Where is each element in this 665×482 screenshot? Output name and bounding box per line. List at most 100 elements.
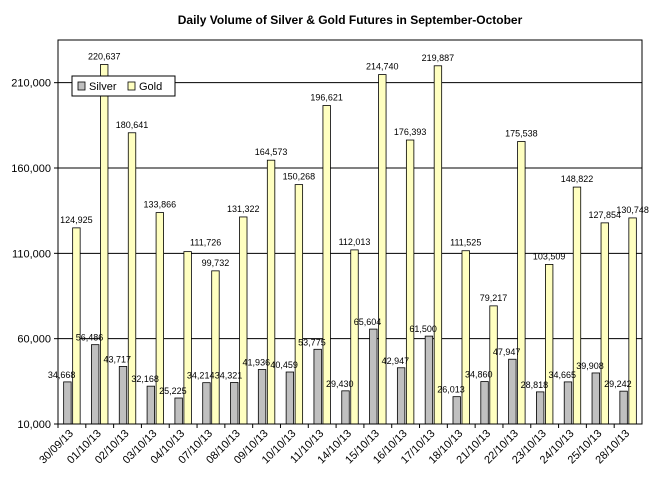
silver-value-label: 42,947 <box>382 356 410 366</box>
gold-value-label: 79,217 <box>480 293 508 303</box>
gold-value-label: 111,525 <box>450 238 481 248</box>
silver-bar <box>369 328 378 425</box>
legend-swatch-gold <box>127 81 136 91</box>
silver-value-label: 61,500 <box>409 324 437 334</box>
silver-bar <box>174 397 183 425</box>
silver-value-label: 34,214 <box>187 371 215 381</box>
y-tick-label: 10,000 <box>17 419 51 431</box>
silver-bar <box>452 396 461 425</box>
gold-value-label: 99,732 <box>202 258 230 268</box>
gold-bar <box>183 251 192 425</box>
silver-bar <box>285 371 295 425</box>
y-axis-ticks: 10,000 60,000 110,000 160,000 210,000 <box>11 78 58 431</box>
plot-frame <box>57 39 643 425</box>
gold-bar <box>405 139 415 425</box>
silver-value-label: 43,717 <box>104 354 132 364</box>
gold-value-label: 176,393 <box>394 127 427 137</box>
silver-value-label: 47,947 <box>493 347 521 357</box>
gold-bar <box>266 159 276 425</box>
gold-bar <box>100 64 109 425</box>
silver-bar <box>508 358 517 425</box>
gold-value-annotation: 111,726 <box>190 238 221 248</box>
silver-bar <box>591 372 600 425</box>
gold-value-label: 180,641 <box>116 120 149 130</box>
gold-value-label: 196,621 <box>310 93 343 103</box>
gold-bar <box>433 65 443 425</box>
gold-bar <box>600 222 609 425</box>
gold-bar <box>322 105 331 425</box>
gold-value-label: 150,268 <box>283 172 316 182</box>
gold-value-label: 220,637 <box>88 52 121 62</box>
silver-bar <box>313 348 322 425</box>
gold-bar <box>239 216 248 425</box>
legend-label-silver: Silver <box>89 81 117 93</box>
silver-value-label: 26,013 <box>437 385 465 395</box>
chart-title: Daily Volume of Silver & Gold Futures in… <box>178 13 523 27</box>
silver-value-label: 34,668 <box>48 370 76 380</box>
silver-bar <box>536 391 545 425</box>
y-tick-label: 110,000 <box>12 248 51 260</box>
legend-swatch-silver <box>77 81 86 91</box>
gold-value-label: 219,887 <box>422 53 455 63</box>
silver-value-label: 39,908 <box>576 361 604 371</box>
gold-value-label: 214,740 <box>366 62 399 72</box>
silver-bar <box>396 367 406 425</box>
gold-bar <box>294 184 304 425</box>
plot-border <box>57 39 643 425</box>
silver-value-label: 41,936 <box>243 357 271 367</box>
silver-value-label: 34,860 <box>465 370 493 380</box>
gold-value-label: 127,854 <box>589 210 622 220</box>
gold-bar <box>545 264 554 425</box>
bars <box>63 64 637 425</box>
gold-value-label: 131,322 <box>227 204 260 214</box>
gold-bar <box>378 74 387 425</box>
silver-value-label: 25,225 <box>159 386 187 396</box>
silver-bar <box>91 344 100 425</box>
silver-value-label: 65,604 <box>354 317 382 327</box>
silver-bar <box>424 335 434 425</box>
gold-value-label: 133,866 <box>144 200 177 210</box>
legend: Silver Gold <box>71 75 176 97</box>
silver-value-label: 56,486 <box>76 333 104 343</box>
silver-value-label: 53,775 <box>298 337 326 347</box>
silver-bar <box>257 369 267 425</box>
y-tick-label: 60,000 <box>17 334 51 346</box>
gold-value-label: 124,925 <box>60 215 93 225</box>
silver-value-label: 34,321 <box>215 370 243 380</box>
silver-value-label: 29,242 <box>604 379 632 389</box>
gold-bar <box>350 249 359 425</box>
gold-bar <box>211 270 220 425</box>
silver-bar <box>63 381 72 425</box>
gold-value-label: 164,573 <box>255 147 288 157</box>
gold-bar <box>72 227 81 425</box>
gold-bar <box>461 250 470 425</box>
silver-value-label: 34,665 <box>548 370 576 380</box>
silver-bar <box>202 382 211 425</box>
gold-value-label: 130,748 <box>616 205 649 215</box>
silver-bar <box>480 381 489 425</box>
legend-box <box>71 75 176 97</box>
y-tick-label: 160,000 <box>11 163 51 175</box>
y-tick-label: 210,000 <box>11 78 51 90</box>
silver-value-label: 32,168 <box>131 374 159 384</box>
silver-value-label: 40,459 <box>270 360 298 370</box>
silver-bar <box>230 382 239 425</box>
legend-label-gold: Gold <box>139 81 162 93</box>
silver-bar <box>118 366 128 425</box>
silver-bar <box>619 390 628 425</box>
silver-bar <box>563 381 573 425</box>
silver-bar <box>146 385 155 425</box>
gold-value-label: 148,822 <box>561 174 594 184</box>
gold-bar <box>628 217 637 425</box>
gold-value-label: 175,538 <box>505 128 538 138</box>
gold-bar <box>489 305 498 425</box>
annotations: 111,726 <box>190 238 221 248</box>
silver-bar <box>341 390 350 425</box>
gold-value-label: 103,509 <box>533 251 566 261</box>
gold-value-label: 112,013 <box>339 237 371 247</box>
silver-value-label: 29,430 <box>326 379 354 389</box>
silver-value-label: 28,818 <box>521 380 549 390</box>
gold-bar <box>572 186 582 425</box>
